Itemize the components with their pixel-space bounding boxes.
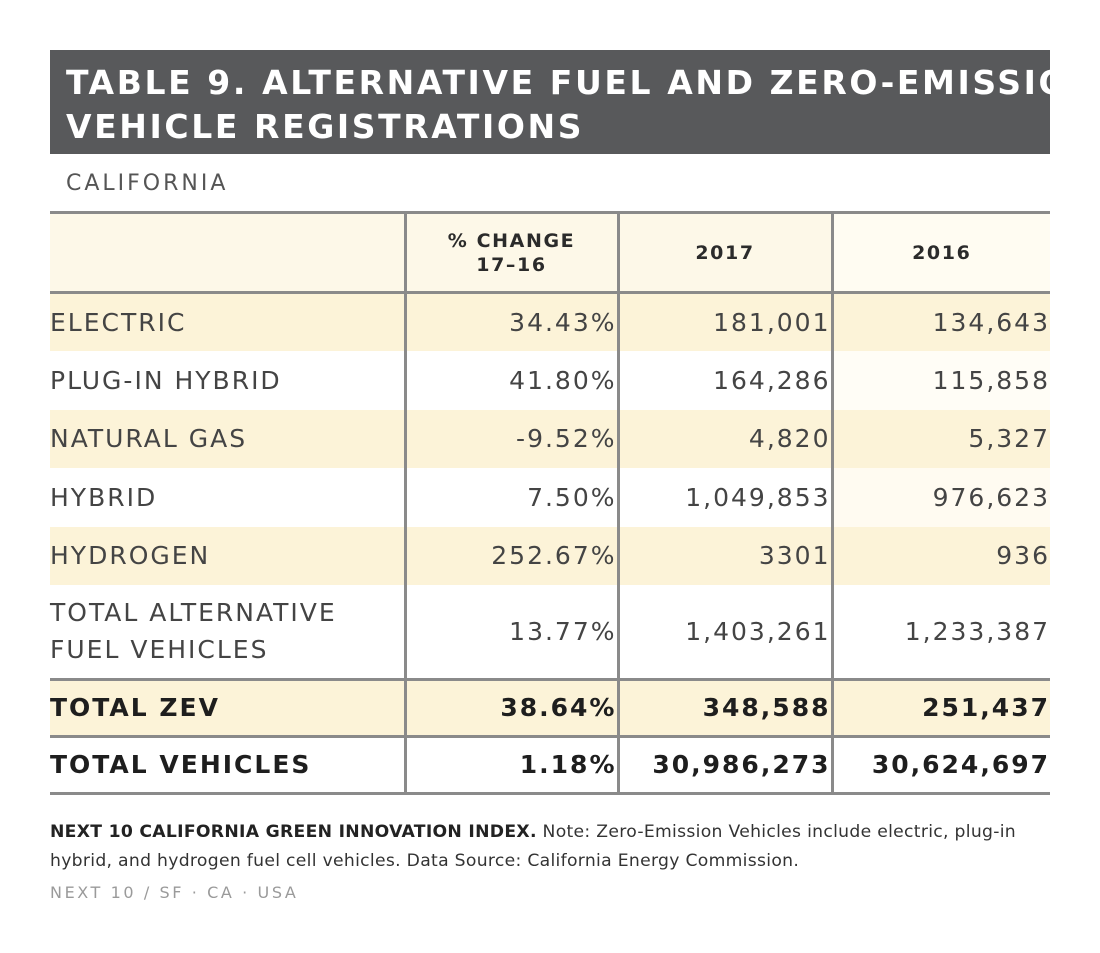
cell-2016: 936 (830, 526, 1050, 585)
header-change-line-2: 17–16 (476, 253, 547, 276)
cell-change: 7.50% (403, 468, 618, 527)
footnote: NEXT 10 CALIFORNIA GREEN INNOVATION INDE… (50, 818, 1060, 876)
credit-line: NEXT 10 / SF · CA · USA (50, 883, 299, 902)
cell-2016: 30,624,697 (830, 736, 1050, 793)
cell-2016: 1,233,387 (830, 585, 1050, 679)
row-label: NATURAL GAS (50, 409, 405, 468)
cell-change: 13.77% (403, 585, 618, 679)
region-subtitle: CALIFORNIA (66, 171, 229, 196)
header-blank (50, 212, 405, 293)
header-change: % CHANGE 17–16 (403, 212, 618, 293)
cell-2017: 1,403,261 (616, 585, 832, 679)
table-row: PLUG-IN HYBRID 41.80% 164,286 115,858 (50, 351, 1050, 410)
row-label: TOTAL VEHICLES (50, 736, 405, 793)
cell-2016: 134,643 (830, 292, 1050, 351)
table-row: HYBRID 7.50% 1,049,853 976,623 (50, 468, 1050, 527)
cell-change: 38.64% (403, 679, 618, 736)
cell-change: -9.52% (403, 409, 618, 468)
cell-2016: 251,437 (830, 679, 1050, 736)
cell-2017: 1,049,853 (616, 468, 832, 527)
row-label: PLUG-IN HYBRID (50, 351, 405, 410)
cell-2016: 115,858 (830, 351, 1050, 410)
cell-change: 1.18% (403, 736, 618, 793)
table-header-row: % CHANGE 17–16 2017 2016 (50, 212, 1050, 293)
row-label: HYBRID (50, 468, 405, 527)
cell-2016: 5,327 (830, 409, 1050, 468)
total-vehicles-row: TOTAL VEHICLES 1.18% 30,986,273 30,624,6… (50, 736, 1050, 793)
row-label: TOTAL ALTERNATIVE FUEL VEHICLES (50, 585, 405, 679)
table-row: ELECTRIC 34.43% 181,001 134,643 (50, 292, 1050, 351)
row-label-line-1: TOTAL ALTERNATIVE (50, 598, 337, 628)
footnote-source-title: NEXT 10 CALIFORNIA GREEN INNOVATION INDE… (50, 822, 537, 842)
row-label: TOTAL ZEV (50, 679, 405, 736)
header-2016: 2016 (830, 212, 1050, 293)
cell-2017: 30,986,273 (616, 736, 832, 793)
total-zev-row: TOTAL ZEV 38.64% 348,588 251,437 (50, 679, 1050, 736)
row-label: HYDROGEN (50, 526, 405, 585)
cell-2017: 181,001 (616, 292, 832, 351)
table-title-bar: TABLE 9. ALTERNATIVE FUEL AND ZERO-EMISS… (50, 50, 1100, 154)
footnote-text: Note: Zero-Emission Vehicles include ele… (50, 822, 1016, 871)
table-row: NATURAL GAS -9.52% 4,820 5,327 (50, 409, 1050, 468)
table-title-line-1: TABLE 9. ALTERNATIVE FUEL AND ZERO-EMISS… (66, 63, 1100, 102)
cell-2017: 348,588 (616, 679, 832, 736)
header-change-line-1: % CHANGE (447, 229, 576, 252)
registrations-table: % CHANGE 17–16 2017 2016 ELECTRIC 34.43%… (50, 211, 1050, 795)
cell-change: 41.80% (403, 351, 618, 410)
table-title-line-2: VEHICLE REGISTRATIONS (66, 107, 585, 146)
cell-2017: 3301 (616, 526, 832, 585)
cell-2017: 164,286 (616, 351, 832, 410)
header-2017: 2017 (616, 212, 832, 293)
cell-change: 252.67% (403, 526, 618, 585)
cell-2017: 4,820 (616, 409, 832, 468)
cell-2016: 976,623 (830, 468, 1050, 527)
row-label: ELECTRIC (50, 292, 405, 351)
cell-change: 34.43% (403, 292, 618, 351)
table-row: HYDROGEN 252.67% 3301 936 (50, 526, 1050, 585)
table-row: TOTAL ALTERNATIVE FUEL VEHICLES 13.77% 1… (50, 585, 1050, 679)
row-label-line-2: FUEL VEHICLES (50, 635, 269, 665)
